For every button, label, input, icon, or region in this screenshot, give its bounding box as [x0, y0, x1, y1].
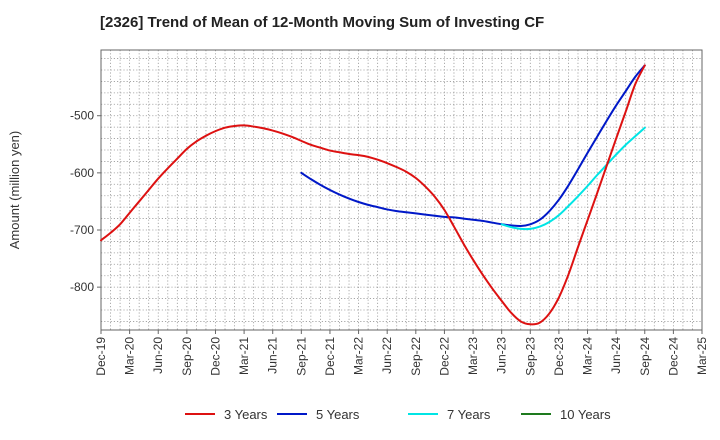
legend-label: 5 Years — [316, 407, 360, 422]
legend: 3 Years 5 Years 7 Years 10 Years — [185, 407, 611, 422]
x-tick-label: Sep-22 — [409, 337, 423, 376]
x-tick-label: Mar-22 — [352, 337, 366, 375]
x-tick-label: Dec-21 — [323, 337, 337, 376]
x-tick-label: Jun-23 — [495, 337, 509, 374]
x-tick-label: Sep-20 — [180, 337, 194, 376]
legend-item: 7 Years — [408, 407, 491, 422]
y-axis: -500 -600 -700 -800 — [70, 109, 101, 294]
x-tick-label: Mar-21 — [237, 337, 251, 375]
x-tick-label: Mar-20 — [123, 337, 137, 375]
grid-layer — [101, 50, 702, 330]
x-tick-label: Jun-22 — [380, 337, 394, 374]
legend-label: 3 Years — [224, 407, 268, 422]
x-tick-label: Dec-24 — [666, 337, 680, 376]
x-tick-label: Mar-24 — [581, 337, 595, 375]
series-line-7-years — [500, 126, 646, 231]
x-tick-label: Jun-24 — [609, 337, 623, 374]
x-tick-label: Dec-19 — [94, 337, 108, 376]
y-tick-label: -700 — [70, 223, 94, 237]
x-tick-label: Sep-24 — [638, 337, 652, 376]
series-line-5-years — [300, 64, 646, 228]
chart-title: [2326] Trend of Mean of 12-Month Moving … — [100, 14, 545, 31]
y-tick-label: -600 — [70, 166, 94, 180]
legend-label: 7 Years — [447, 407, 491, 422]
y-tick-label: -800 — [70, 280, 94, 294]
y-axis-title: Amount (million yen) — [7, 131, 22, 250]
plot-frame — [100, 49, 703, 331]
legend-item: 10 Years — [521, 407, 611, 422]
x-tick-label: Mar-23 — [466, 337, 480, 375]
legend-item: 5 Years — [277, 407, 360, 422]
x-tick-label: Sep-23 — [523, 337, 537, 376]
plot-border — [100, 49, 703, 331]
x-tick-label: Mar-25 — [695, 337, 709, 375]
x-tick-label: Jun-21 — [266, 337, 280, 374]
x-tick-label: Dec-23 — [552, 337, 566, 376]
x-tick-label: Dec-22 — [437, 337, 451, 376]
x-tick-label: Dec-20 — [208, 337, 222, 376]
x-axis: Dec-19 Mar-20 Jun-20 Sep-20 Dec-20 Mar-21 Jun-… — [94, 330, 709, 376]
y-tick-label: -500 — [70, 109, 94, 123]
series-layer — [100, 64, 646, 326]
legend-item: 3 Years — [185, 407, 268, 422]
x-tick-label: Sep-21 — [294, 337, 308, 376]
legend-label: 10 Years — [560, 407, 611, 422]
series-line-3-years — [100, 64, 646, 326]
x-tick-label: Jun-20 — [151, 337, 165, 374]
